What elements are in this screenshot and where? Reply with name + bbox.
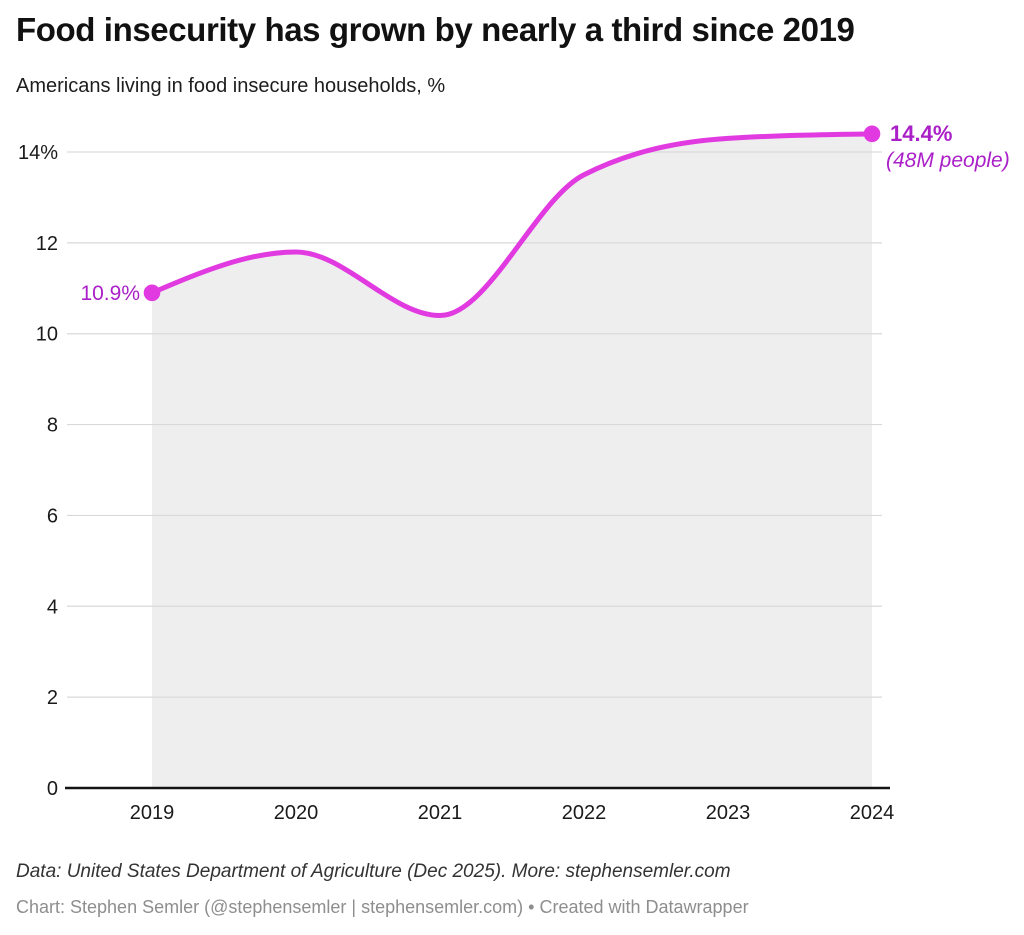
x-tick-label: 2024	[850, 802, 895, 824]
end-point-dot	[863, 125, 881, 143]
chart-byline: Chart: Stephen Semler (@stephensemler | …	[16, 897, 749, 917]
area-fill	[152, 133, 872, 789]
line-chart: 0 2 4 6 8 10 12 14% 2019 2020 2021 2022 2023 2024 10…	[18, 121, 1010, 824]
y-tick-label: 8	[47, 415, 58, 437]
y-tick-label: 10	[36, 324, 58, 346]
y-tick-label: 14%	[18, 142, 58, 164]
x-tick-label: 2021	[418, 802, 463, 824]
y-tick-label: 12	[36, 233, 58, 255]
x-axis-labels: 2019 2020 2021 2022 2023 2024	[130, 802, 895, 824]
y-tick-label: 0	[47, 778, 58, 800]
end-value-label: 14.4%	[890, 121, 952, 146]
trend-line	[149, 131, 875, 319]
start-value-label: 10.9%	[80, 282, 140, 305]
data-source-note: Data: United States Department of Agricu…	[16, 861, 731, 882]
x-tick-label: 2019	[130, 802, 175, 824]
x-tick-label: 2022	[562, 802, 607, 824]
chart-title: Food insecurity has grown by nearly a th…	[16, 11, 855, 48]
y-tick-label: 4	[47, 596, 58, 618]
x-tick-label: 2023	[706, 802, 751, 824]
start-point-dot	[143, 284, 161, 302]
gridlines: 0 2 4 6 8 10 12 14%	[18, 142, 890, 800]
chart-subtitle: Americans living in food insecure househ…	[16, 75, 446, 97]
end-value-sublabel: (48M people)	[886, 149, 1010, 172]
x-tick-label: 2020	[274, 802, 319, 824]
y-tick-label: 2	[47, 687, 58, 709]
y-tick-label: 6	[47, 505, 58, 527]
endpoint-dots	[143, 125, 881, 302]
